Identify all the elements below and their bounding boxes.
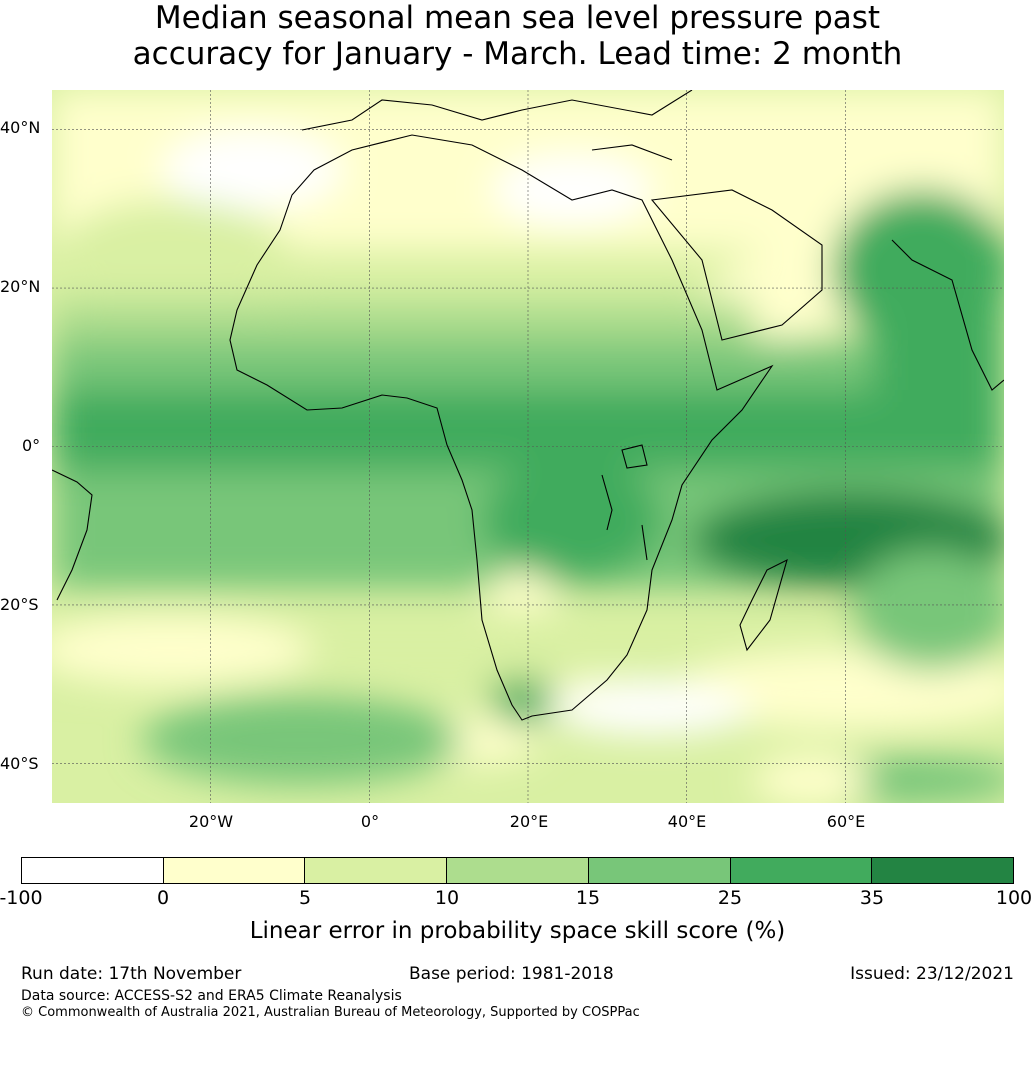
data-source: Data source: ACCESS-S2 and ERA5 Climate … — [21, 988, 402, 1004]
colorbar-segment-6 — [730, 858, 873, 883]
lon-label-0: 0° — [360, 812, 380, 831]
colorbar-segment-7 — [872, 858, 1014, 883]
colorbar-tick-5: 15 — [575, 887, 601, 909]
lon-label-40e: 40°E — [667, 812, 707, 831]
colorbar-tick-2: 0 — [156, 887, 170, 909]
colorbar-tick-3: 5 — [298, 887, 312, 909]
colorbar-tick-4: 10 — [434, 887, 460, 909]
colorbar-tick-1: -100 — [0, 887, 43, 909]
colorbar-segment-5 — [588, 858, 731, 883]
lat-label-40s: 40°S — [0, 754, 39, 773]
lon-label-60e: 60°E — [826, 812, 866, 831]
coastlines — [52, 90, 1004, 721]
colorbar-tick-6: 25 — [717, 887, 743, 909]
lat-label-20n: 20°N — [0, 277, 41, 296]
title-line-1: Median seasonal mean sea level pressure … — [154, 0, 881, 36]
title-line-2: accuracy for January - March. Lead time:… — [132, 36, 903, 72]
issued-date: Issued: 23/12/2021 — [850, 964, 1014, 984]
run-date: Run date: 17th November — [21, 964, 242, 984]
map-svg — [52, 90, 1004, 803]
copyright: © Commonwealth of Australia 2021, Austra… — [21, 1005, 640, 1020]
chart-title: Median seasonal mean sea level pressure … — [0, 0, 1035, 72]
lon-label-20w: 20°W — [188, 812, 234, 831]
lat-label-equator: 0° — [22, 436, 41, 455]
colorbar-label: Linear error in probability space skill … — [249, 918, 786, 944]
colorbar-segment-2 — [163, 858, 306, 883]
colorbar — [21, 857, 1014, 884]
colorbar-tick-8: 100 — [995, 887, 1033, 909]
colorbar-segment-1 — [22, 858, 164, 883]
base-period: Base period: 1981-2018 — [409, 964, 614, 984]
lat-label-40n: 40°N — [0, 118, 41, 137]
colorbar-segment-3 — [305, 858, 448, 883]
colorbar-tick-7: 35 — [859, 887, 885, 909]
lat-label-20s: 20°S — [0, 595, 39, 614]
skill-score-map[interactable] — [52, 90, 1004, 803]
colorbar-segment-4 — [447, 858, 589, 883]
lon-label-20e: 20°E — [509, 812, 549, 831]
graticule — [52, 90, 1004, 803]
